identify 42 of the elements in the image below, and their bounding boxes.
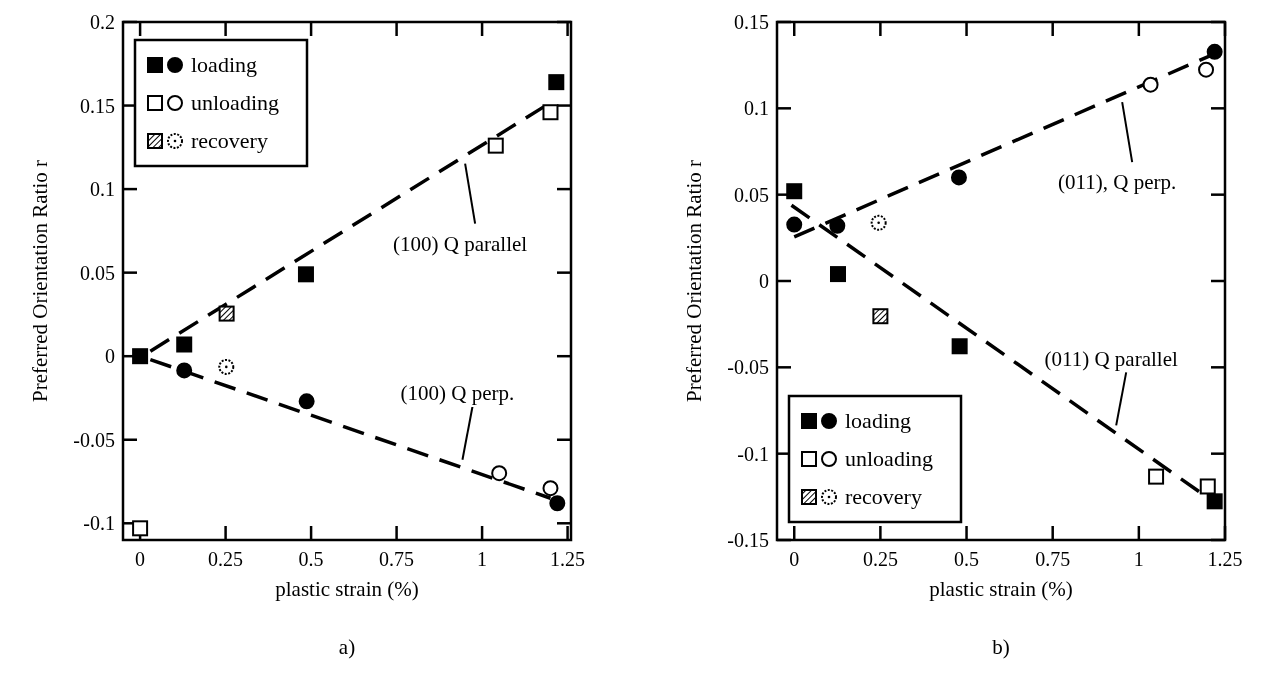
- x-tick-label: 1.25: [1207, 548, 1243, 570]
- annotation: (100) Q parallel: [393, 232, 528, 257]
- text: a): [338, 635, 356, 659]
- y-tick-label: 0.2: [90, 11, 115, 33]
- x-tick-label: 1: [477, 548, 488, 570]
- x-tick-label: 0.75: [379, 548, 415, 570]
- text: b): [992, 635, 1010, 659]
- x-tick-label: 0.75: [1035, 548, 1071, 570]
- legend-label: loading: [191, 51, 257, 77]
- x-tick-label: 0.25: [862, 548, 898, 570]
- x-tick-label: 0: [789, 548, 800, 570]
- x-axis-title: plastic strain (%): [275, 577, 419, 601]
- legend-label: unloading: [845, 445, 933, 471]
- x-tick-label: 1.25: [550, 548, 586, 570]
- x-tick-label: 1: [1133, 548, 1144, 570]
- x-axis-title: plastic strain (%): [929, 577, 1073, 601]
- y-tick-label: -0.1: [83, 512, 115, 535]
- legend-label: loading: [845, 407, 911, 433]
- legend-label: unloading: [191, 89, 279, 115]
- y-tick-label: -0.05: [73, 428, 115, 451]
- y-tick-label: 0.05: [734, 183, 769, 206]
- annotation: (011), Q perp.: [1058, 170, 1177, 195]
- y-tick-label: 0: [105, 345, 115, 368]
- annotation: (100) Q perp.: [400, 381, 515, 406]
- y-tick-label: 0: [759, 270, 769, 292]
- y-tick-label: 0.1: [90, 178, 115, 201]
- x-tick-label: 0: [135, 548, 146, 570]
- x-tick-label: 0.25: [208, 548, 244, 570]
- y-tick-label: 0.15: [80, 94, 115, 117]
- legend-label: recovery: [191, 127, 268, 153]
- y-tick-label: -0.1: [737, 442, 769, 465]
- x-tick-label: 0.5: [954, 548, 980, 570]
- x-tick-label: 0.5: [298, 548, 324, 570]
- annotation: (011) Q parallel: [1044, 346, 1179, 371]
- y-tick-label: 0.1: [744, 97, 769, 120]
- y-axis-title: Preferred Orientation Ratio r: [682, 160, 706, 402]
- y-axis-title: Preferred Orientation Ratio r: [28, 160, 52, 402]
- y-tick-label: -0.15: [727, 529, 769, 551]
- y-tick-label: 0.15: [734, 11, 769, 33]
- legend-label: recovery: [845, 483, 922, 509]
- y-tick-label: -0.05: [727, 356, 769, 379]
- y-tick-label: 0.05: [80, 261, 115, 284]
